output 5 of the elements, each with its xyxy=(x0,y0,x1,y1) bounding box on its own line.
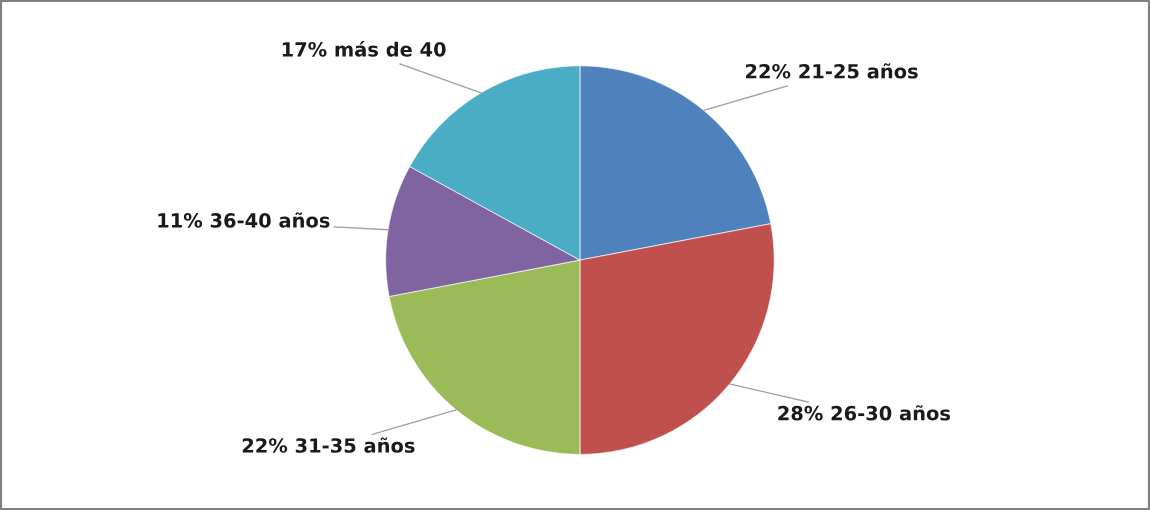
slice-label: 11% 36-40 años xyxy=(158,212,330,228)
slice-label: 28% 26-30 años xyxy=(778,405,951,421)
slice-label: 22% 31-35 años xyxy=(242,437,415,453)
slice-label: 22% 21-25 años xyxy=(746,63,918,79)
slice-label: 17% más de 40 xyxy=(282,40,446,57)
